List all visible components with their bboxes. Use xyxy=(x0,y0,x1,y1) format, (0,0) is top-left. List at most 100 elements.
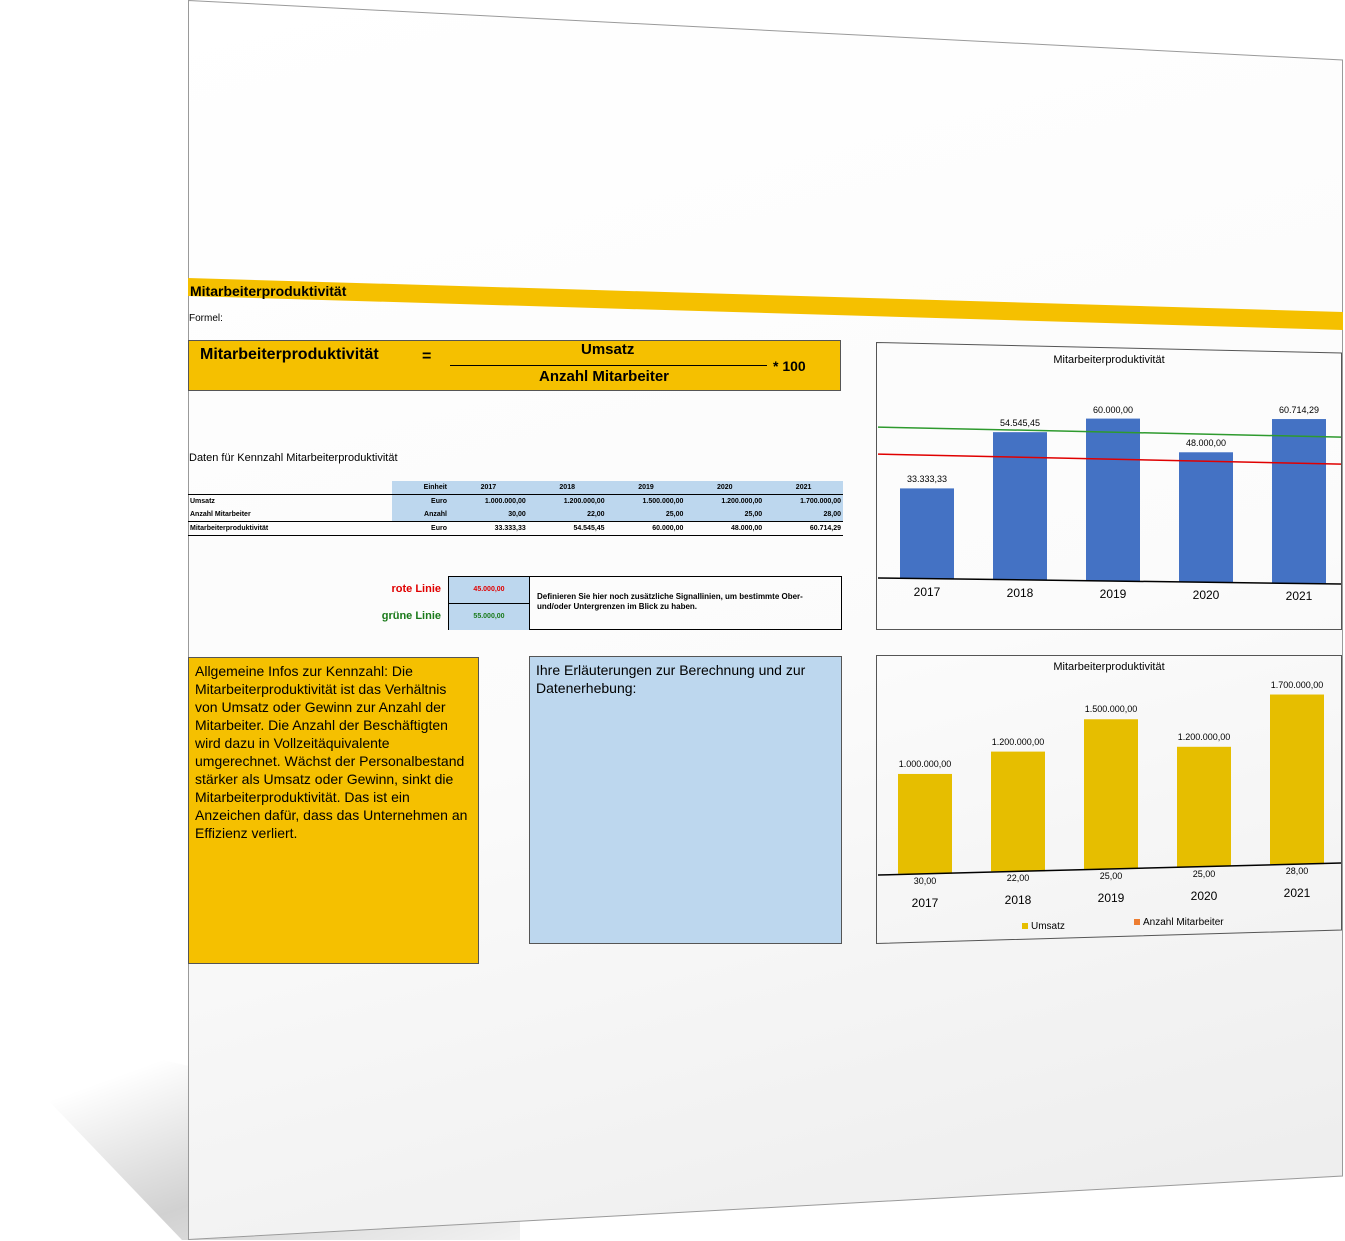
legend-mitarbeiter: Anzahl Mitarbeiter xyxy=(1134,917,1224,928)
x-tick-label: 2020 xyxy=(1190,888,1218,903)
table-cell[interactable]: 30,00 xyxy=(449,508,528,522)
legend-umsatz: Umsatz xyxy=(1022,921,1065,932)
data-label: 60.000,00 xyxy=(1092,404,1134,415)
staff-label: 28,00 xyxy=(1285,866,1309,877)
table-cell: 60.000,00 xyxy=(606,521,686,536)
table-cell[interactable]: 1.000.000,00 xyxy=(449,494,528,508)
year-header: 2020 xyxy=(685,481,765,495)
staff-label: 22,00 xyxy=(1006,873,1030,884)
red-line-value[interactable]: 45.000,00 xyxy=(449,577,530,604)
legend-swatch xyxy=(1022,923,1028,929)
data-label: 1.200.000,00 xyxy=(991,736,1045,747)
chart-bar xyxy=(993,432,1047,580)
fraction-line xyxy=(450,365,767,366)
formula-denominator: Anzahl Mitarbeiter xyxy=(539,368,670,385)
chart-bar xyxy=(1177,746,1231,867)
legend-label: Umsatz xyxy=(1031,921,1065,932)
chart-bar xyxy=(1084,719,1138,869)
data-label: 33.333,33 xyxy=(906,474,948,485)
chart-title: Mitarbeiterproduktivität xyxy=(1053,661,1165,673)
year-header: 2018 xyxy=(527,481,607,495)
chart-frame xyxy=(876,342,1342,630)
formula-multiplier: * 100 xyxy=(773,358,806,374)
formula-numerator: Umsatz xyxy=(581,341,635,358)
red-reference-line xyxy=(877,453,1342,465)
year-header: 2019 xyxy=(606,481,686,495)
info-box: Allgemeine Infos zur Kennzahl: Die Mitar… xyxy=(188,657,479,964)
row-unit: Anzahl xyxy=(392,508,449,522)
table-cell: 54.545,45 xyxy=(527,521,607,536)
table-row: Mitarbeiterproduktivität Euro 33.333,33 … xyxy=(188,521,843,536)
page-title: Mitarbeiterproduktivität xyxy=(190,283,347,299)
row-label: Mitarbeiterproduktivität xyxy=(188,521,392,536)
formula-box: Mitarbeiterproduktivität = Umsatz Anzahl… xyxy=(188,340,841,391)
chart-bar xyxy=(1272,419,1326,584)
table-cell[interactable]: 25,00 xyxy=(685,508,765,522)
data-label: 48.000,00 xyxy=(1185,438,1227,449)
table-cell: 33.333,33 xyxy=(449,521,528,536)
data-label: 1.200.000,00 xyxy=(1177,731,1231,742)
table-cell[interactable]: 1.700.000,00 xyxy=(764,494,843,508)
data-label: 1.500.000,00 xyxy=(1084,704,1138,715)
data-label: 54.545,45 xyxy=(999,418,1041,429)
chart-bar xyxy=(898,773,952,874)
data-table: Einheit 2017 2018 2019 2020 2021 Umsatz … xyxy=(188,481,843,536)
formula-left: Mitarbeiterproduktivität xyxy=(200,346,379,363)
table-cell[interactable]: 1.200.000,00 xyxy=(527,494,607,508)
red-line-label: rote Linie xyxy=(391,583,441,595)
formula-label: Formel: xyxy=(189,313,223,324)
table-header-row: Einheit 2017 2018 2019 2020 2021 xyxy=(188,481,843,495)
row-unit: Euro xyxy=(392,521,449,536)
row-label: Umsatz xyxy=(188,494,392,508)
signal-lines-box: 45.000,00 55.000,00 Definieren Sie hier … xyxy=(448,576,842,630)
chart-bar xyxy=(1086,418,1140,582)
formula-equals: = xyxy=(422,348,432,365)
table-row: Umsatz Euro 1.000.000,00 1.200.000,00 1.… xyxy=(188,494,843,508)
staff-label: 30,00 xyxy=(913,875,937,886)
notes-box[interactable]: Ihre Erläuterungen zur Berechnung und zu… xyxy=(529,656,842,944)
data-label: 1.700.000,00 xyxy=(1270,679,1324,690)
x-tick-label: 2018 xyxy=(1004,893,1032,908)
data-label: 60.714,29 xyxy=(1278,405,1320,416)
chart-frame xyxy=(876,655,1342,944)
table-cell[interactable]: 25,00 xyxy=(606,508,686,522)
chart-bar xyxy=(1270,694,1324,865)
x-axis xyxy=(877,862,1342,876)
table-cell[interactable]: 22,00 xyxy=(527,508,607,522)
table-cell: 60.714,29 xyxy=(764,521,843,536)
x-tick-label: 2017 xyxy=(913,584,941,599)
year-header: 2021 xyxy=(764,481,843,495)
staff-label: 25,00 xyxy=(1192,868,1216,879)
staff-label: 25,00 xyxy=(1099,870,1123,881)
table-row: Anzahl Mitarbeiter Anzahl 30,00 22,00 25… xyxy=(188,508,843,522)
x-tick-label: 2021 xyxy=(1283,886,1311,901)
productivity-chart: Mitarbeiterproduktivität 33.333,33 2017 54… xyxy=(876,342,1342,630)
x-axis xyxy=(877,577,1342,585)
x-tick-label: 2020 xyxy=(1192,588,1220,603)
table-cell: 48.000,00 xyxy=(685,521,765,536)
green-line-label: grüne Linie xyxy=(381,610,441,622)
chart-bar xyxy=(991,751,1045,872)
green-reference-line xyxy=(877,426,1342,438)
x-tick-label: 2018 xyxy=(1006,585,1034,600)
table-cell[interactable]: 1.200.000,00 xyxy=(685,494,765,508)
legend-swatch xyxy=(1134,919,1140,925)
x-tick-label: 2019 xyxy=(1097,890,1125,905)
unit-header: Einheit xyxy=(392,481,449,495)
x-tick-label: 2017 xyxy=(911,895,939,910)
row-label: Anzahl Mitarbeiter xyxy=(190,511,251,518)
x-tick-label: 2021 xyxy=(1285,589,1313,604)
chart-title: Mitarbeiterproduktivität xyxy=(1053,354,1165,366)
chart-bar xyxy=(900,488,954,579)
revenue-staff-chart: Mitarbeiterproduktivität 1.000.000,00 30,… xyxy=(876,655,1342,944)
x-tick-label: 2019 xyxy=(1099,587,1127,602)
green-line-value[interactable]: 55.000,00 xyxy=(449,604,530,630)
legend-label: Anzahl Mitarbeiter xyxy=(1143,917,1224,928)
table-cell[interactable]: 28,00 xyxy=(764,508,843,522)
data-section-title: Daten für Kennzahl Mitarbeiterproduktivi… xyxy=(189,452,398,464)
row-unit: Euro xyxy=(392,494,449,508)
signal-hint: Definieren Sie hier noch zusätzliche Sig… xyxy=(537,592,803,611)
data-label: 1.000.000,00 xyxy=(898,758,952,769)
table-cell[interactable]: 1.500.000,00 xyxy=(606,494,686,508)
year-header: 2017 xyxy=(449,481,528,495)
